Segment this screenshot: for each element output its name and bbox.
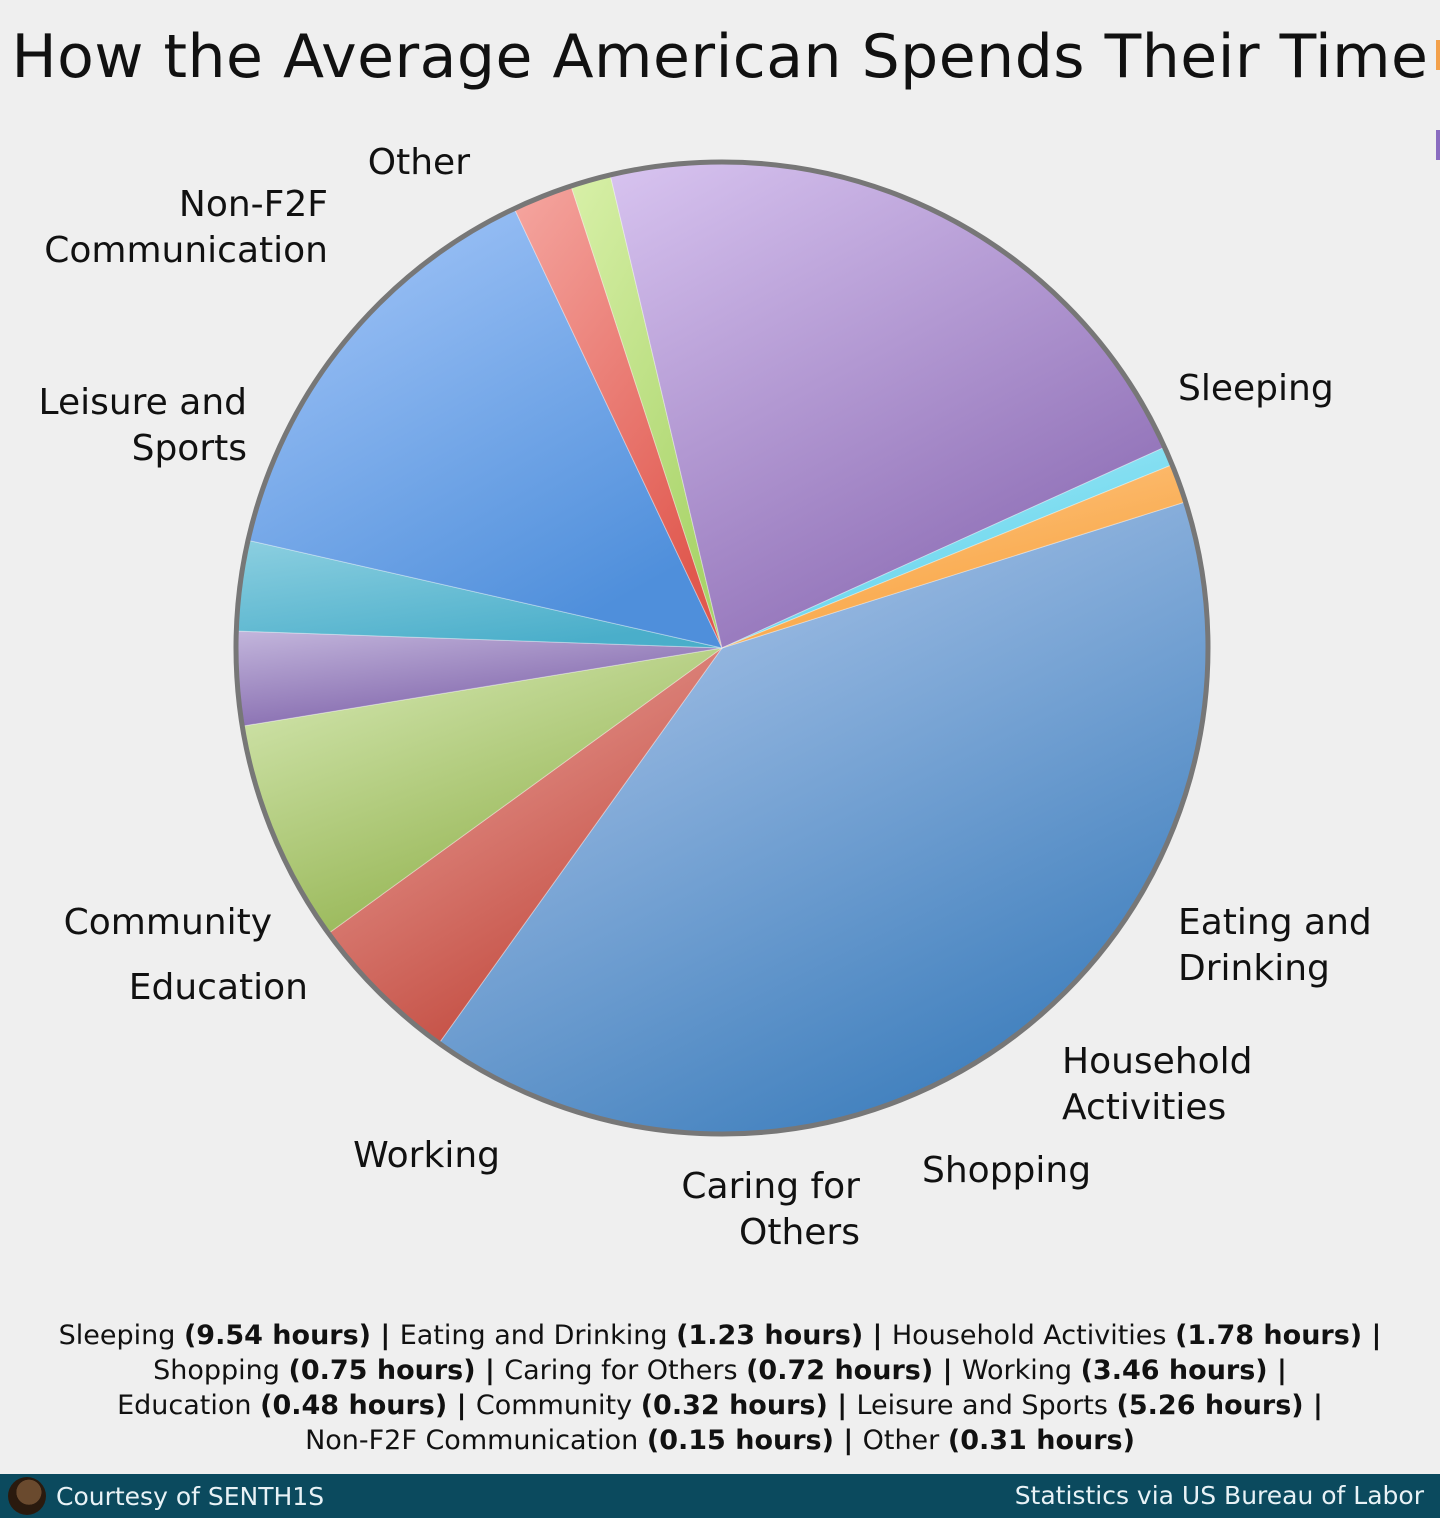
summary-value: (1.23 hours)	[676, 1320, 864, 1351]
summary-value: (0.31 hours)	[947, 1425, 1135, 1456]
source-text: Statistics via US Bureau of Labor	[1014, 1481, 1424, 1510]
summary-line: Non-F2F Communication (0.15 hours) | Oth…	[40, 1423, 1400, 1458]
summary-label: Household Activities	[891, 1320, 1176, 1351]
summary-label: Working	[961, 1355, 1081, 1386]
summary-value: (3.46 hours)	[1080, 1355, 1268, 1386]
footer-credit: Courtesy of SENTH1S	[8, 1474, 324, 1518]
summary-label: Caring for Others	[504, 1355, 747, 1386]
summary-value: (0.32 hours)	[640, 1390, 828, 1421]
slice-label: Caring for Others	[681, 1166, 860, 1253]
slice-label: Eating and Drinking	[1178, 902, 1372, 989]
slice-label: Other	[368, 142, 470, 183]
summary-value: |	[863, 1320, 892, 1351]
summary-value: (1.78 hours)	[1175, 1320, 1363, 1351]
slice-label: Non-F2F Communication	[44, 184, 328, 271]
summary-label: Education	[117, 1390, 261, 1421]
avatar	[8, 1477, 46, 1515]
slice-label: Working	[353, 1135, 500, 1176]
slice-label: Sleeping	[1178, 368, 1334, 409]
summary-label: Other	[862, 1425, 948, 1456]
pie-chart: Sleeping Eating and Drinking Household Activ…	[39, 142, 1372, 1253]
edge-decoration	[1436, 40, 1440, 170]
summary-value: (0.48 hours)	[260, 1390, 448, 1421]
summary-value: |	[827, 1390, 857, 1421]
chart-title: How the Average American Spends Their Ti…	[11, 22, 1429, 92]
summary-label: Eating and Drinking	[399, 1320, 677, 1351]
slice-label: Community	[64, 902, 272, 943]
pie-labels: Sleeping Eating and Drinking Household Activ…	[39, 142, 1372, 1253]
summary-value: (9.54 hours)	[183, 1320, 372, 1351]
summary-line: Shopping (0.75 hours) | Caring for Other…	[40, 1353, 1400, 1388]
summary-label: Non-F2F Communication	[305, 1425, 647, 1456]
summary-value: |	[475, 1355, 505, 1386]
summary-label: Community	[475, 1390, 641, 1421]
pie-outline	[233, 159, 1211, 1137]
summary-value: |	[371, 1320, 400, 1351]
summary-value: |	[1362, 1320, 1382, 1351]
summary-label: Leisure and Sports	[856, 1390, 1117, 1421]
summary-value: (0.75 hours)	[288, 1355, 476, 1386]
summary-value: |	[1303, 1390, 1323, 1421]
summary-value: (5.26 hours)	[1116, 1390, 1304, 1421]
summary-value: |	[933, 1355, 962, 1386]
summary-value: |	[833, 1425, 863, 1456]
summary-value: |	[1267, 1355, 1287, 1386]
summary-value: |	[447, 1390, 476, 1421]
summary-value: (0.72 hours)	[746, 1355, 934, 1386]
slice-label: Leisure and Sports	[39, 382, 247, 469]
pie-slices	[235, 161, 1209, 1135]
summary-line: Education (0.48 hours) | Community (0.32…	[40, 1388, 1400, 1423]
summary-line: Sleeping (9.54 hours) | Eating and Drink…	[40, 1318, 1400, 1353]
summary-value: (0.15 hours)	[646, 1425, 834, 1456]
slice-label: Education	[129, 967, 308, 1008]
footer-bar: Courtesy of SENTH1S Statistics via US Bu…	[0, 1474, 1440, 1518]
summary-label: Sleeping	[58, 1320, 184, 1351]
credit-text: Courtesy of SENTH1S	[56, 1481, 325, 1511]
slice-label: Shopping	[922, 1150, 1091, 1191]
slice-label: Household Activities	[1062, 1041, 1253, 1128]
summary-label: Shopping	[153, 1355, 289, 1386]
summary-text: Sleeping (9.54 hours) | Eating and Drink…	[40, 1318, 1400, 1458]
